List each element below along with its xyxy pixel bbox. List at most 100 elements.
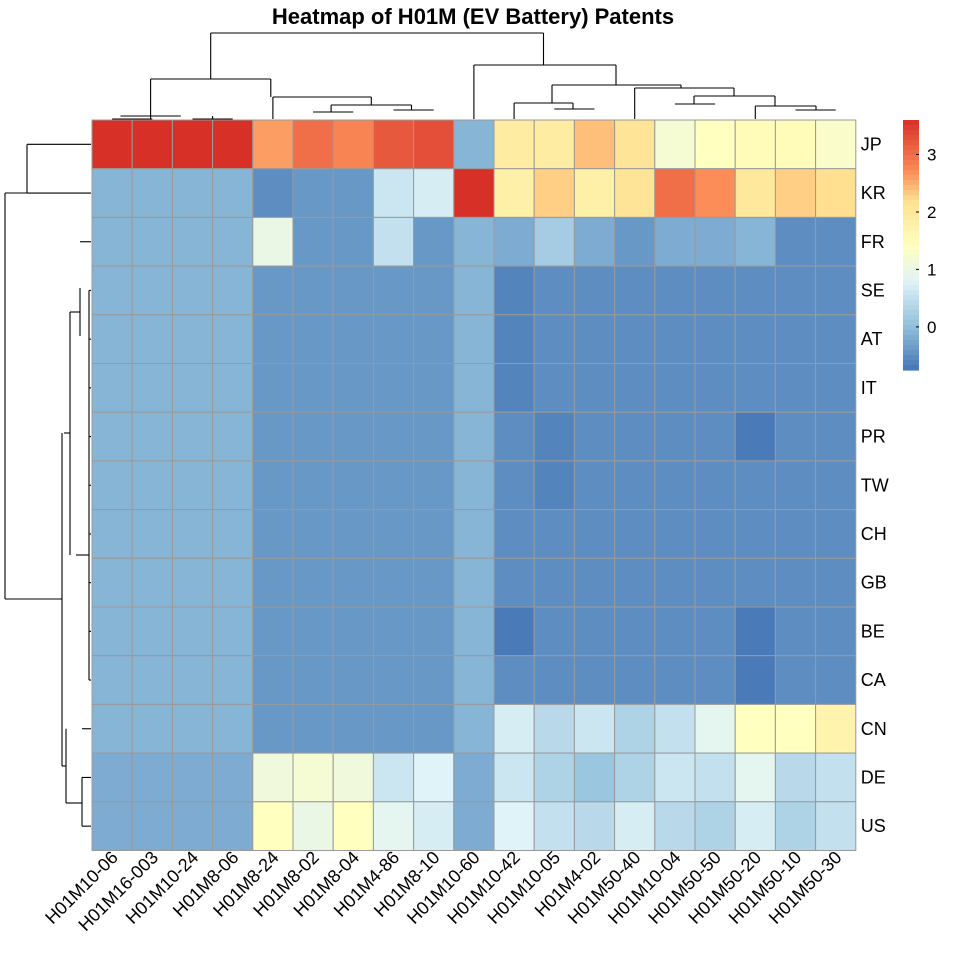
heatmap-cell-us-19: [816, 802, 856, 851]
row-label: CA: [861, 670, 886, 690]
heatmap-cell-be-13: [574, 607, 614, 656]
row-label: AT: [861, 329, 883, 349]
heatmap-cell-pr-2: [132, 412, 172, 461]
heatmap-cell-ch-16: [695, 510, 735, 559]
heatmap-cell-pr-5: [253, 412, 293, 461]
legend-color-step: [903, 235, 919, 241]
heatmap-cell-se-4: [213, 266, 253, 315]
heatmap-cell-se-13: [574, 266, 614, 315]
heatmap-cell-pr-14: [615, 412, 655, 461]
heatmap-cell-cn-4: [213, 704, 253, 753]
heatmap-cell-kr-18: [775, 169, 815, 218]
heatmap-cell-kr-4: [213, 169, 253, 218]
row-label: BE: [861, 621, 885, 641]
heatmap-cell-se-7: [333, 266, 373, 315]
heatmap-cell-kr-13: [574, 169, 614, 218]
heatmap-cell-se-19: [816, 266, 856, 315]
legend-color-step: [903, 185, 919, 191]
heatmap-cell-gb-18: [775, 558, 815, 607]
heatmap-cell-ca-11: [494, 656, 534, 705]
heatmap-cell-tw-10: [454, 461, 494, 510]
heatmap-cell-ca-13: [574, 656, 614, 705]
heatmap-cell-kr-17: [735, 169, 775, 218]
heatmap-cell-ca-8: [373, 656, 413, 705]
heatmap-cell-at-6: [293, 315, 333, 364]
heatmap-cell-fr-5: [253, 217, 293, 266]
heatmap-cell-ch-15: [655, 510, 695, 559]
heatmap-cell-at-5: [253, 315, 293, 364]
heatmap-cell-kr-15: [655, 169, 695, 218]
heatmap-cell-jp-15: [655, 120, 695, 169]
heatmap-cell-us-16: [695, 802, 735, 851]
heatmap-cell-de-19: [816, 753, 856, 802]
legend-color-step: [903, 300, 919, 306]
heatmap-cell-de-16: [695, 753, 735, 802]
heatmap-cell-fr-14: [615, 217, 655, 266]
heatmap-cell-pr-6: [293, 412, 333, 461]
heatmap-cell-tw-12: [534, 461, 574, 510]
heatmap-cell-cn-15: [655, 704, 695, 753]
legend-color-step: [903, 295, 919, 301]
heatmap-cell-kr-19: [816, 169, 856, 218]
heatmap-cell-pr-3: [172, 412, 212, 461]
legend-color-step: [903, 155, 919, 161]
column-dendrogram: [112, 33, 836, 119]
legend-color-step: [903, 170, 919, 176]
heatmap-cell-cn-17: [735, 704, 775, 753]
legend-color-step: [903, 195, 919, 201]
heatmap-cell-tw-6: [293, 461, 333, 510]
heatmap-cell-us-5: [253, 802, 293, 851]
heatmap-cell-jp-3: [172, 120, 212, 169]
heatmap-cell-jp-12: [534, 120, 574, 169]
legend-color-step: [903, 210, 919, 216]
row-label: SE: [861, 281, 885, 301]
legend-color-step: [903, 360, 919, 366]
heatmap-cell-cn-9: [414, 704, 454, 753]
heatmap-cell-kr-1: [92, 169, 132, 218]
heatmap-cell-us-6: [293, 802, 333, 851]
heatmap-cell-se-10: [454, 266, 494, 315]
legend-color-step: [903, 335, 919, 341]
row-label: JP: [861, 134, 882, 154]
legend-color-step: [903, 350, 919, 356]
heatmap-cell-cn-16: [695, 704, 735, 753]
heatmap-cell-pr-1: [92, 412, 132, 461]
heatmap-cell-ch-2: [132, 510, 172, 559]
legend-color-step: [903, 325, 919, 331]
heatmap-cell-gb-9: [414, 558, 454, 607]
heatmap-cell-it-14: [615, 364, 655, 413]
heatmap-cell-ch-4: [213, 510, 253, 559]
heatmap-cell-gb-15: [655, 558, 695, 607]
heatmap-cell-kr-16: [695, 169, 735, 218]
heatmap-cell-fr-9: [414, 217, 454, 266]
heatmap-cell-se-2: [132, 266, 172, 315]
row-label: DE: [861, 768, 886, 788]
heatmap-cell-ca-15: [655, 656, 695, 705]
heatmap-cell-tw-7: [333, 461, 373, 510]
legend-color-step: [903, 160, 919, 166]
legend-color-step: [903, 140, 919, 146]
legend-color-step: [903, 180, 919, 186]
heatmap-cell-gb-4: [213, 558, 253, 607]
legend-color-step: [903, 240, 919, 246]
heatmap-cell-gb-6: [293, 558, 333, 607]
heatmap-cell-it-2: [132, 364, 172, 413]
heatmap-cell-ca-4: [213, 656, 253, 705]
heatmap-cell-gb-1: [92, 558, 132, 607]
heatmap-cell-fr-19: [816, 217, 856, 266]
heatmap-cell-ch-3: [172, 510, 212, 559]
heatmap-cell-be-19: [816, 607, 856, 656]
heatmap-cell-fr-8: [373, 217, 413, 266]
heatmap-cell-us-18: [775, 802, 815, 851]
heatmap-cell-ca-3: [172, 656, 212, 705]
heatmap-cell-ca-6: [293, 656, 333, 705]
heatmap-cell-cn-7: [333, 704, 373, 753]
heatmap-cell-fr-15: [655, 217, 695, 266]
legend-color-step: [903, 275, 919, 281]
heatmap-cell-ch-13: [574, 510, 614, 559]
heatmap-cell-ch-18: [775, 510, 815, 559]
heatmap-cell-it-15: [655, 364, 695, 413]
legend-color-step: [903, 245, 919, 251]
heatmap-cell-ch-5: [253, 510, 293, 559]
heatmap-cell-at-11: [494, 315, 534, 364]
